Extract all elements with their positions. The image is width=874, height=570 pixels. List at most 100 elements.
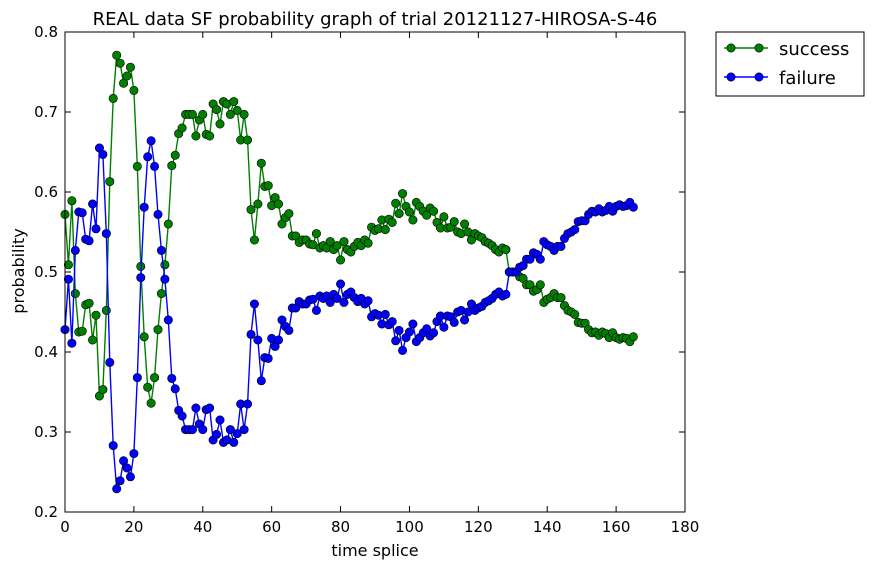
point-success-26: [150, 373, 160, 383]
point-success-96: [391, 198, 401, 208]
point-failure-7: [84, 236, 94, 246]
point-success-80: [336, 255, 346, 265]
point-failure-22: [136, 273, 146, 283]
point-failure-81: [339, 297, 349, 307]
point-success-65: [284, 209, 294, 219]
point-success-29: [160, 260, 170, 270]
point-success-54: [246, 205, 256, 215]
point-success-8: [88, 335, 98, 345]
x-tick-label-100: 100: [395, 518, 424, 536]
point-failure-48: [225, 425, 235, 435]
point-failure-44: [212, 429, 222, 439]
point-success-14: [108, 93, 118, 103]
point-success-31: [167, 161, 177, 171]
point-success-100: [404, 207, 414, 217]
point-failure-55: [249, 299, 259, 309]
point-success-7: [84, 298, 94, 308]
point-failure-62: [274, 335, 284, 345]
point-failure-2: [67, 338, 77, 348]
x-tick-label-120: 120: [464, 518, 493, 536]
point-success-113: [449, 217, 459, 227]
point-failure-95: [387, 317, 397, 327]
point-success-17: [119, 78, 129, 88]
point-success-93: [380, 225, 390, 235]
point-success-128: [501, 245, 511, 255]
point-failure-23: [139, 202, 149, 212]
point-failure-116: [460, 315, 470, 325]
point-failure-18: [122, 463, 132, 473]
point-success-95: [387, 217, 397, 227]
point-success-52: [239, 109, 249, 119]
x-tick-label-140: 140: [533, 518, 562, 536]
point-failure-49: [229, 437, 239, 447]
point-success-16: [115, 58, 125, 68]
point-success-45: [215, 119, 225, 129]
x-tick-label-60: 60: [262, 518, 281, 536]
point-success-110: [439, 212, 449, 222]
point-success-53: [243, 135, 253, 145]
point-failure-3: [70, 245, 80, 255]
point-success-28: [156, 289, 166, 299]
point-success-73: [311, 229, 321, 239]
point-failure-57: [256, 376, 266, 386]
point-success-105: [422, 210, 432, 220]
point-success-107: [429, 206, 439, 216]
point-success-12: [101, 305, 111, 315]
x-tick-label-180: 180: [671, 518, 700, 536]
point-failure-34: [177, 411, 187, 421]
point-failure-56: [253, 335, 263, 345]
point-success-3: [70, 289, 80, 299]
point-failure-101: [408, 319, 418, 329]
series-line-success: [64, 54, 634, 404]
point-failure-38: [191, 403, 201, 413]
point-success-11: [98, 385, 108, 395]
point-success-25: [146, 398, 156, 408]
point-success-34: [177, 123, 187, 133]
point-success-59: [263, 181, 273, 191]
x-tick-label-0: 0: [60, 518, 70, 536]
point-success-98: [398, 189, 408, 199]
point-success-62: [274, 199, 284, 209]
legend-label-failure: failure: [779, 68, 836, 89]
point-failure-65: [284, 325, 294, 335]
legend-marker-failure-2: [754, 72, 764, 82]
point-failure-29: [160, 274, 170, 284]
chart-title: REAL data SF probability graph of trial …: [93, 9, 658, 30]
point-failure-52: [239, 425, 249, 435]
point-failure-77: [325, 297, 335, 307]
point-failure-17: [119, 456, 129, 466]
point-failure-98: [398, 345, 408, 355]
point-success-20: [129, 85, 139, 95]
point-success-56: [253, 199, 263, 209]
point-failure-30: [163, 315, 173, 325]
y-axis-title: probability: [9, 228, 28, 313]
point-failure-11: [98, 149, 108, 159]
point-success-2: [67, 196, 77, 206]
x-tick-label-80: 80: [331, 518, 350, 536]
legend-marker-success-2: [754, 43, 764, 53]
point-success-88: [363, 238, 373, 248]
point-success-57: [256, 158, 266, 168]
point-failure-165: [628, 202, 638, 212]
point-success-5: [77, 326, 87, 336]
legend: success failure: [715, 31, 865, 97]
x-tick-label-20: 20: [124, 518, 143, 536]
y-tick-label-0.6: 0.6: [34, 183, 58, 201]
point-success-81: [339, 237, 349, 247]
point-failure-148: [570, 225, 580, 235]
point-failure-110: [439, 322, 449, 332]
point-failure-79: [332, 293, 342, 303]
point-failure-100: [404, 327, 414, 337]
point-success-50: [232, 105, 242, 115]
y-tick-label-0.8: 0.8: [34, 23, 58, 41]
point-success-49: [229, 97, 239, 107]
point-failure-50: [232, 429, 242, 439]
point-failure-88: [363, 296, 373, 306]
point-success-97: [394, 209, 404, 219]
point-failure-144: [556, 241, 566, 251]
point-failure-26: [150, 161, 160, 171]
point-failure-93: [380, 309, 390, 319]
x-tick-label-40: 40: [193, 518, 212, 536]
point-failure-128: [501, 289, 511, 299]
